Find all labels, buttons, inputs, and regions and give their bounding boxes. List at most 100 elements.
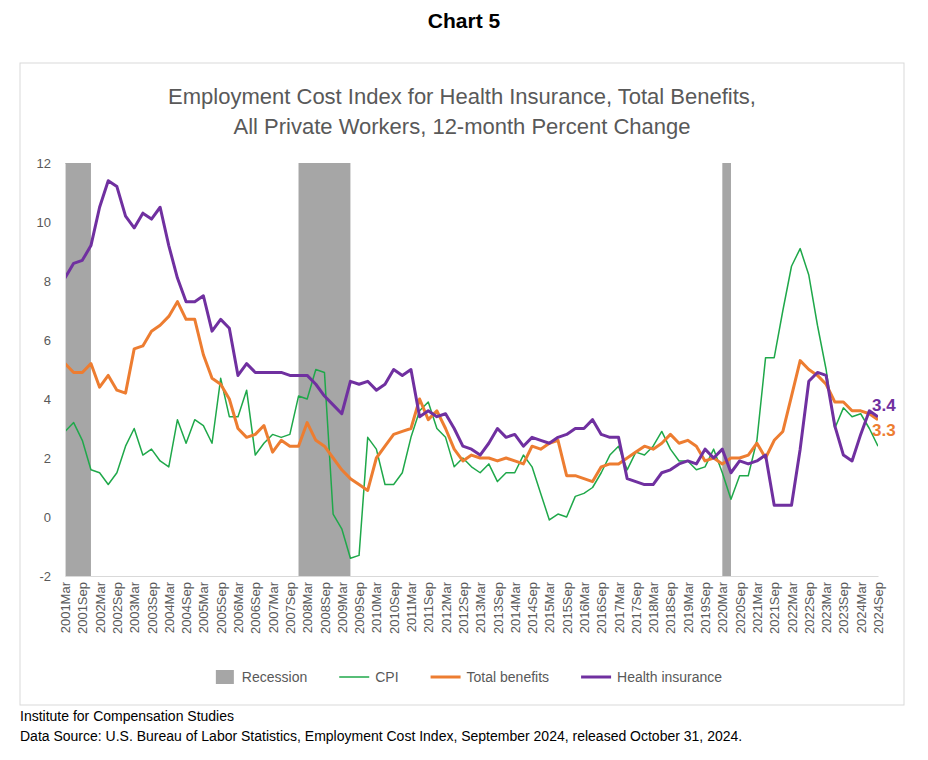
x-tick: 2021Mar: [750, 576, 765, 633]
chart-frame: [20, 63, 904, 705]
x-tick: 2003Mar: [127, 576, 142, 633]
x-tick: 2001Mar: [58, 576, 73, 633]
x-tick: 2004Mar: [162, 576, 177, 633]
x-tick: 2004Sep: [179, 576, 194, 634]
x-tick: 2011Mar: [404, 576, 419, 632]
x-tick-label: 2024Sep: [871, 582, 886, 634]
x-tick-label: 2021Sep: [767, 582, 782, 634]
x-tick: 2019Mar: [681, 576, 696, 633]
header: Chart 5: [428, 9, 501, 32]
y-tick-label: 10: [37, 215, 51, 230]
y-tick: 12: [37, 156, 65, 171]
x-tick-label: 2024Mar: [854, 581, 869, 633]
plot-area: [65, 163, 878, 576]
x-tick-label: 2010Sep: [387, 582, 402, 634]
x-tick: 2006Mar: [231, 576, 246, 633]
x-tick: 2023Mar: [819, 576, 834, 633]
x-tick: 2020Mar: [715, 576, 730, 633]
x-tick: 2009Mar: [335, 576, 350, 633]
y-tick-label: 2: [44, 451, 51, 466]
y-tick: 6: [44, 333, 65, 348]
x-tick-label: 2009Mar: [335, 581, 350, 633]
x-tick: 2011Sep: [421, 576, 436, 633]
x-tick-label: 2022Sep: [802, 582, 817, 634]
source-note: Institute for Compensation Studies: [20, 708, 234, 724]
x-tick: 2008Sep: [318, 576, 333, 634]
x-tick-label: 2003Mar: [127, 581, 142, 633]
y-tick-label: -2: [39, 569, 51, 584]
x-tick-label: 2011Mar: [404, 581, 419, 632]
legend-swatch: [339, 676, 369, 678]
y-tick-label: 4: [44, 392, 51, 407]
x-tick-label: 2021Mar: [750, 581, 765, 633]
recession-band: [299, 163, 351, 576]
x-tick: 2013Sep: [490, 576, 505, 634]
x-tick: 2005Sep: [214, 576, 229, 634]
y-tick: 8: [44, 274, 65, 289]
x-tick: 2013Mar: [473, 576, 488, 633]
x-tick-label: 2023Mar: [819, 581, 834, 633]
end-label: 3.4: [872, 396, 896, 415]
x-tick-label: 2004Sep: [179, 582, 194, 634]
x-tick-label: 2019Sep: [698, 582, 713, 634]
x-tick: 2020Sep: [733, 576, 748, 634]
x-tick-label: 2004Mar: [162, 581, 177, 633]
x-tick-label: 2008Sep: [318, 582, 333, 634]
x-tick: 2024Mar: [854, 576, 869, 633]
x-tick-label: 2016Sep: [594, 582, 609, 634]
legend-swatch: [216, 670, 234, 684]
series-line: [65, 181, 878, 506]
legend-item: Recession: [216, 669, 307, 685]
x-tick-label: 2017Mar: [612, 581, 627, 633]
x-tick-label: 2013Sep: [490, 582, 505, 634]
legend-item: Health insurance: [581, 669, 722, 685]
x-tick-label: 2001Sep: [75, 582, 90, 634]
x-tick-label: 2014Mar: [508, 581, 523, 633]
x-tick-label: 2005Sep: [214, 582, 229, 634]
x-tick-label: 2017Sep: [629, 582, 644, 634]
x-tick-label: 2020Mar: [715, 581, 730, 633]
legend-label: Total benefits: [467, 669, 550, 685]
legend: Recession CPI Total benefits Health insuran…: [216, 669, 722, 685]
x-tick: 2024Sep: [871, 576, 886, 634]
legend-swatch: [581, 676, 611, 679]
x-tick: 2002Mar: [93, 576, 108, 633]
x-tick: 2014Sep: [525, 576, 540, 634]
x-tick-label: 2015Sep: [560, 582, 575, 634]
x-tick-label: 2009Sep: [352, 582, 367, 634]
x-tick-label: 2015Mar: [542, 581, 557, 633]
x-tick-label: 2011Sep: [421, 582, 436, 633]
y-tick: -2: [39, 569, 65, 584]
x-tick: 2002Sep: [110, 576, 125, 634]
x-tick: 2015Mar: [542, 576, 557, 633]
x-tick-label: 2014Sep: [525, 582, 540, 634]
legend-item: CPI: [339, 669, 398, 685]
x-tick: 2016Mar: [577, 576, 592, 633]
x-tick: 2007Sep: [283, 576, 298, 634]
x-tick-label: 2001Mar: [58, 581, 73, 633]
x-tick: 2017Mar: [612, 576, 627, 633]
x-tick-label: 2018Sep: [663, 582, 678, 634]
x-tick: 2016Sep: [594, 576, 609, 634]
legend-item: Total benefits: [431, 669, 550, 685]
x-tick: 2022Sep: [802, 576, 817, 634]
recession-band: [722, 163, 731, 576]
end-label: 3.3: [872, 421, 896, 440]
x-tick-label: 2018Mar: [646, 581, 661, 633]
x-tick-label: 2013Mar: [473, 581, 488, 633]
legend-swatch: [431, 676, 461, 679]
x-tick-label: 2003Sep: [145, 582, 160, 634]
x-tick-label: 2020Sep: [733, 582, 748, 634]
x-tick-label: 2002Mar: [93, 581, 108, 633]
x-tick-label: 2010Mar: [369, 581, 384, 633]
x-tick: 2001Sep: [75, 576, 90, 634]
x-tick-label: 2006Mar: [231, 581, 246, 633]
y-axis: -2 0 2 4 6 8 10 12: [37, 156, 66, 584]
y-tick: 0: [44, 510, 65, 525]
x-tick-label: 2008Mar: [300, 581, 315, 633]
chart-svg: Chart 5Employment Cost Index for Health …: [0, 0, 928, 760]
x-tick: 2008Mar: [300, 576, 315, 633]
x-tick: 2009Sep: [352, 576, 367, 634]
y-tick-label: 0: [44, 510, 51, 525]
x-tick: 2018Sep: [663, 576, 678, 634]
